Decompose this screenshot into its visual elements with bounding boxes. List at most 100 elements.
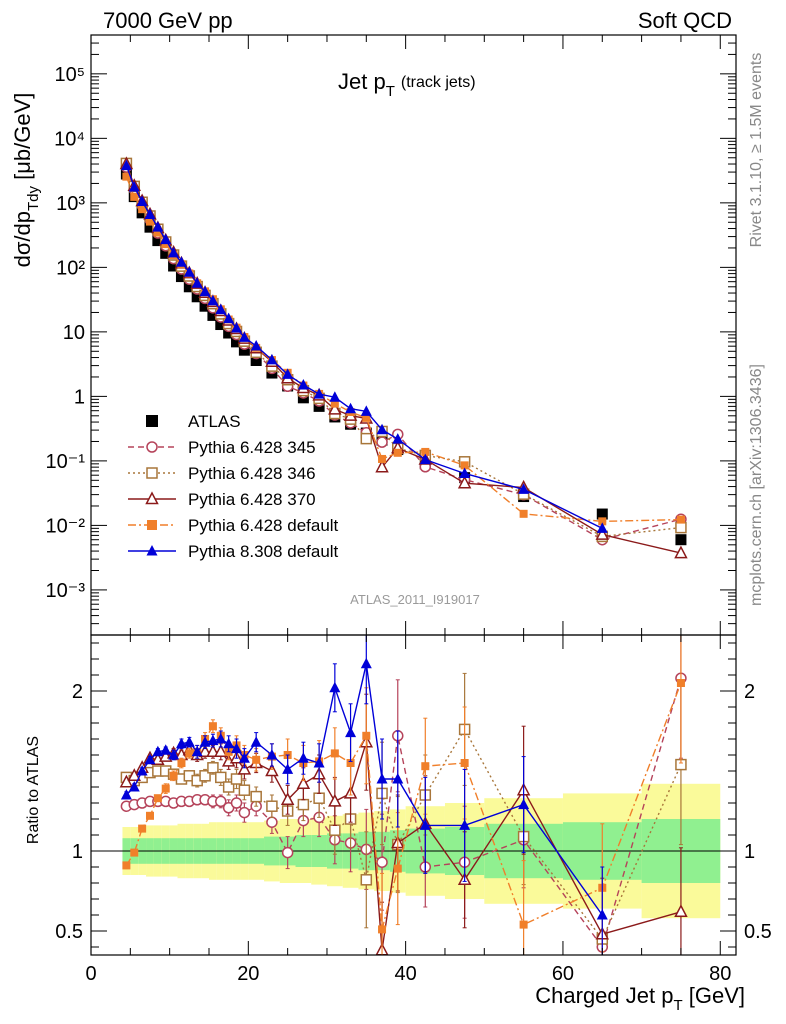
data-point-main <box>144 221 156 233</box>
data-point-main <box>674 545 688 559</box>
data-point-main <box>207 309 219 321</box>
axes: 0 20 40 60 80 10⁻³ 10⁻² 10⁻¹ 1 10 10² 10³ 10⁴ 10⁵ 0.5 0… <box>46 34 772 985</box>
legend-label: Pythia 6.428 345 <box>188 438 316 457</box>
data-point-ratio <box>223 737 235 749</box>
data-point-main <box>518 483 530 494</box>
data-point-main <box>330 399 339 408</box>
data-point-ratio <box>152 745 164 757</box>
data-point-main <box>183 266 195 277</box>
header-right: Soft QCD <box>638 8 732 33</box>
data-point-ratio <box>297 752 309 763</box>
y-tick-label-ratio-right: 2 <box>744 681 755 703</box>
header-left: 7000 GeV pp <box>103 8 233 33</box>
legend-marker <box>146 415 158 427</box>
data-point-main <box>459 467 471 478</box>
data-point-main <box>199 300 211 312</box>
data-point-main <box>223 312 235 324</box>
data-point-main <box>250 339 262 351</box>
y-tick-label-ratio-right: 1 <box>744 841 755 863</box>
data-point-main <box>676 515 685 524</box>
data-point-main <box>160 233 172 245</box>
data-point-main <box>376 423 388 435</box>
data-point-main <box>675 521 687 534</box>
data-point-main <box>136 195 148 206</box>
data-point-main <box>345 402 357 414</box>
legend-label: Pythia 6.428 default <box>188 516 339 535</box>
x-axis-label: Charged Jet pT [GeV] <box>535 983 745 1014</box>
data-point-main <box>168 260 180 272</box>
y-axis-label-main: dσ/dpTdy [μb/GeV] <box>10 93 42 268</box>
y-tick-label-main: 10⁴ <box>54 128 85 150</box>
plot-title-note: (track jets) <box>401 74 476 91</box>
data-point-ratio <box>215 771 227 784</box>
data-point-main <box>191 291 203 303</box>
data-point-ratio <box>392 773 404 784</box>
data-point-main <box>122 172 131 181</box>
data-point-main <box>313 388 325 399</box>
data-point-ratio <box>250 790 262 803</box>
data-point-ratio <box>145 811 154 820</box>
data-point-main <box>297 379 309 390</box>
data-point-ratio <box>122 861 131 870</box>
data-point-main <box>250 354 262 366</box>
data-point-ratio <box>208 722 217 731</box>
x-axis-label-pre: Charged Jet p <box>535 983 673 1008</box>
legend-entry-atlas: ATLAS <box>146 412 241 431</box>
data-point-main <box>238 331 250 342</box>
data-point-ratio <box>329 824 341 836</box>
data-point-ratio <box>329 681 341 693</box>
data-point-ratio <box>238 806 251 819</box>
data-point-ratio <box>250 736 262 747</box>
data-point-main <box>421 447 430 456</box>
x-tick-label: 80 <box>709 963 731 985</box>
data-point-ratio <box>177 759 186 767</box>
data-point-ratio <box>519 920 528 929</box>
analysis-watermark: ATLAS_2011_I919017 <box>350 592 480 607</box>
series-main-p346 <box>120 157 687 543</box>
data-point-ratio <box>313 757 325 768</box>
legend-entry-p346: Pythia 6.428 346 <box>128 464 316 483</box>
data-point-main <box>378 454 387 463</box>
data-point-main <box>160 247 172 259</box>
data-point-ratio <box>144 753 156 765</box>
series-main-p8def <box>120 159 608 533</box>
data-point-main <box>207 294 219 306</box>
data-point-main <box>375 459 389 473</box>
data-point-main <box>362 413 371 422</box>
data-point-ratio <box>281 846 294 859</box>
data-point-main <box>215 319 227 331</box>
data-point-ratio <box>130 848 139 857</box>
data-point-ratio <box>596 909 608 920</box>
data-point-ratio <box>393 864 402 873</box>
data-point-ratio <box>345 726 357 738</box>
data-point-main <box>328 401 342 415</box>
y-axis-label-main-pre: dσ/dp <box>10 211 35 267</box>
data-point-main <box>360 405 372 416</box>
y-tick-label-ratio-left: 2 <box>72 681 83 703</box>
data-point-ratio <box>330 749 339 758</box>
plot-title-main: Jet p <box>338 69 386 94</box>
data-point-ratio <box>215 795 227 808</box>
data-point-ratio <box>346 759 355 767</box>
legend-entry-p345: Pythia 6.428 345 <box>128 438 316 457</box>
data-point-ratio <box>231 742 243 754</box>
data-point-ratio <box>199 770 211 782</box>
data-point-main <box>675 534 687 546</box>
y-tick-label-main: 1 <box>74 386 85 408</box>
data-point-main <box>144 208 156 220</box>
x-tick-label: 0 <box>85 963 96 985</box>
data-point-ratio <box>161 784 170 793</box>
legend-label: Pythia 8.308 default <box>188 542 339 561</box>
data-point-ratio <box>282 763 294 774</box>
data-point-ratio <box>518 798 530 810</box>
data-point-ratio <box>237 761 252 775</box>
y-tick-label-ratio-right: 0.5 <box>744 921 772 943</box>
data-point-main <box>168 246 180 258</box>
data-point-main <box>199 285 211 297</box>
data-point-main <box>175 271 187 283</box>
series-main-p345 <box>120 161 687 546</box>
data-point-main <box>215 303 227 315</box>
y-axis-label-main-sub: Tdy <box>25 185 42 211</box>
data-point-ratio <box>360 874 373 886</box>
